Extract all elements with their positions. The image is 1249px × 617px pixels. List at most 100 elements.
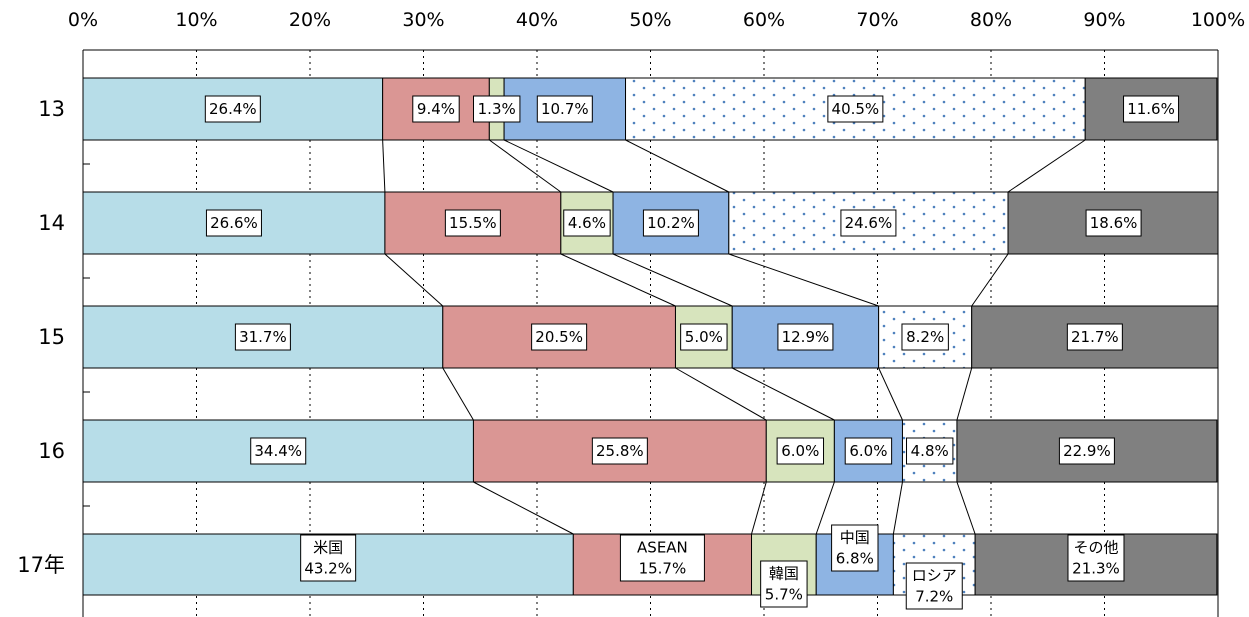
data-label: 11.6% xyxy=(1127,100,1175,118)
data-label-border xyxy=(901,323,949,351)
data-label: 4.8% xyxy=(911,442,949,460)
series-connector-line xyxy=(489,139,562,193)
data-label: 7.2% xyxy=(915,588,953,606)
x-tick-label: 70% xyxy=(856,9,898,31)
x-tick-label: 100% xyxy=(1191,9,1245,31)
data-label-box: 22.9% xyxy=(1058,437,1115,465)
data-label-box: 12.9% xyxy=(777,323,834,351)
data-label-border xyxy=(680,323,728,351)
data-label-box: 韓国 5.7% xyxy=(760,560,808,608)
series-connector-line xyxy=(503,139,614,193)
data-label-box: 34.4% xyxy=(250,437,307,465)
category-label: 14 xyxy=(38,211,65,235)
data-label-box: 25.8% xyxy=(591,437,648,465)
series-connector-line xyxy=(892,481,903,535)
data-label: 米国 xyxy=(313,539,343,557)
series-connector-line xyxy=(1007,139,1086,193)
data-label-border xyxy=(840,209,897,237)
data-label-border xyxy=(619,534,705,582)
data-label-box: 10.2% xyxy=(642,209,699,237)
data-label-box: 21.7% xyxy=(1066,323,1123,351)
data-label: 10.7% xyxy=(541,100,589,118)
data-label-border xyxy=(760,560,808,608)
data-label: 5.0% xyxy=(685,328,723,346)
data-label-border xyxy=(776,437,825,465)
data-label: 5.7% xyxy=(765,586,803,604)
data-label: 22.9% xyxy=(1063,442,1111,460)
data-label-box: 11.6% xyxy=(1123,95,1180,123)
data-label: 26.6% xyxy=(210,214,258,232)
category-label: 17年 xyxy=(17,553,65,577)
data-label-border xyxy=(906,437,954,465)
data-label-box: 31.7% xyxy=(234,323,291,351)
data-label-border xyxy=(234,323,291,351)
data-label: 25.8% xyxy=(596,442,644,460)
data-label-border xyxy=(204,95,261,123)
data-label-border xyxy=(205,209,262,237)
data-label-border xyxy=(412,95,460,123)
x-tick-label: 60% xyxy=(743,9,785,31)
series-connector-line xyxy=(473,481,574,535)
data-label-box: その他 21.3% xyxy=(1067,534,1125,582)
x-tick-label: 50% xyxy=(629,9,671,31)
data-label: 15.5% xyxy=(449,214,497,232)
data-label-box: 15.5% xyxy=(444,209,501,237)
data-label: 18.6% xyxy=(1090,214,1138,232)
series-connector-line xyxy=(442,367,474,421)
data-label: 15.7% xyxy=(639,560,687,578)
series-connector-line xyxy=(560,253,676,307)
series-connector-line xyxy=(956,481,976,535)
category-label: 16 xyxy=(38,439,65,463)
series-connector-line xyxy=(728,253,879,307)
data-label: 10.2% xyxy=(647,214,695,232)
data-label: 31.7% xyxy=(239,328,287,346)
data-label: 6.0% xyxy=(849,442,887,460)
data-label-border xyxy=(250,437,307,465)
data-label-box: 4.8% xyxy=(906,437,954,465)
data-label: 40.5% xyxy=(832,100,880,118)
data-label: ロシア xyxy=(912,567,957,585)
data-label-border xyxy=(1058,437,1115,465)
data-label-box: 9.4% xyxy=(412,95,460,123)
series-connector-line xyxy=(612,253,733,307)
data-label-box: 20.5% xyxy=(531,323,588,351)
data-label: 4.6% xyxy=(568,214,606,232)
data-label-border xyxy=(473,95,521,123)
data-label: 6.0% xyxy=(781,442,819,460)
data-label: 中国 xyxy=(840,529,870,547)
x-tick-label: 0% xyxy=(68,9,98,31)
data-label-border xyxy=(591,437,648,465)
data-label-border xyxy=(844,437,893,465)
x-tick-label: 90% xyxy=(1083,9,1125,31)
data-label-box: 18.6% xyxy=(1085,209,1142,237)
data-label-border xyxy=(777,323,834,351)
data-label: 6.8% xyxy=(836,550,874,568)
data-label-border xyxy=(1085,209,1142,237)
data-label: 20.5% xyxy=(535,328,583,346)
data-label-border xyxy=(531,323,588,351)
series-connector-line xyxy=(731,367,835,421)
data-label-box: 10.7% xyxy=(536,95,593,123)
data-label: 26.4% xyxy=(209,100,257,118)
data-label-box: 26.4% xyxy=(204,95,261,123)
data-label-border xyxy=(444,209,501,237)
data-label-box: 米国 43.2% xyxy=(300,534,357,582)
data-label: 1.3% xyxy=(478,100,516,118)
series-connector-line xyxy=(384,253,444,307)
data-label: 24.6% xyxy=(845,214,893,232)
category-label: 13 xyxy=(38,97,65,121)
series-connector-line xyxy=(382,139,386,193)
data-label-box: ロシア 7.2% xyxy=(905,562,963,610)
data-label-box: 中国 6.8% xyxy=(831,524,879,572)
data-label-box: 1.3% xyxy=(473,95,521,123)
series-connector-line xyxy=(956,367,973,421)
data-label-box: 4.6% xyxy=(563,209,611,237)
series-connector-line xyxy=(971,253,1009,307)
series-connector-line xyxy=(675,367,767,421)
data-label-border xyxy=(1123,95,1180,123)
data-label-border xyxy=(300,534,357,582)
data-label: 韓国 xyxy=(769,565,799,583)
data-label-border xyxy=(642,209,699,237)
data-label-box: 5.0% xyxy=(680,323,728,351)
data-label-box: 6.0% xyxy=(844,437,893,465)
